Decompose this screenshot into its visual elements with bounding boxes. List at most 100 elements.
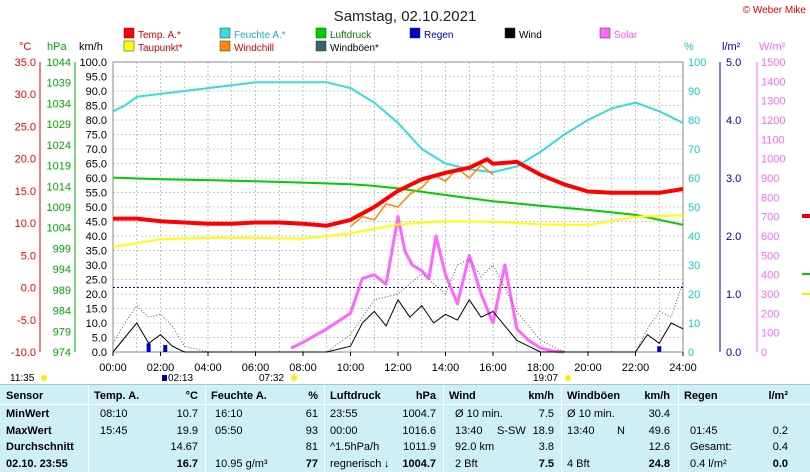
series-line-wind <box>112 299 684 353</box>
boen-value: 24.8 <box>648 457 670 470</box>
pct-tick: 60 <box>688 173 700 185</box>
boen-time: 13:40 <box>567 424 595 437</box>
col-divider <box>324 385 325 472</box>
hpa-unit: hPa <box>47 41 67 53</box>
hpa-tick: 1034 <box>47 98 71 110</box>
solar-tick: 600 <box>761 231 779 243</box>
kmh-tick: 35.0 <box>86 246 107 258</box>
hpa-tick: 1024 <box>47 140 71 152</box>
wind-direction: S-SW <box>497 424 526 437</box>
temp-value: 10.7 <box>176 408 198 420</box>
x-tick-label: 22:00 <box>622 362 650 374</box>
feuchte-time: 05:50 <box>215 424 243 437</box>
moonrise-time: 11:35 <box>10 373 35 384</box>
temp-tick: 15.0 <box>15 186 36 198</box>
hpa-tick: 1019 <box>47 161 71 173</box>
x-tick-label: 06:00 <box>242 362 270 374</box>
row-label: 02.10. 23:55 <box>6 457 68 470</box>
legend: Temp. A.* Feuchte A.* Luftdruck Regen Wind So… <box>123 27 638 54</box>
legend-swatch <box>219 40 231 52</box>
temp-value: 14.67 <box>170 441 198 453</box>
hpa-tick: 1039 <box>47 78 71 90</box>
credit-text: © Weber Mike <box>743 5 807 16</box>
rain-unit: l/m² <box>722 41 741 53</box>
legend-swatch <box>219 27 231 39</box>
wind-value: 7.5 <box>538 408 554 420</box>
temp-tick: 10.0 <box>15 218 36 230</box>
series-line-feuchtea <box>112 81 684 174</box>
wind-value: 18.9 <box>532 424 554 437</box>
x-tick-label: 16:00 <box>479 362 507 374</box>
rain-bar <box>657 346 662 352</box>
pct-tick: 0 <box>688 347 694 359</box>
kmh-tick: 30.0 <box>86 260 107 272</box>
x-tick-label: 04:00 <box>194 362 222 374</box>
kmh-tick: 45.0 <box>86 217 107 229</box>
header-regen: Regen <box>684 390 718 402</box>
x-tick-label: 18:00 <box>527 362 555 374</box>
sunset-icon <box>565 375 571 381</box>
kmh-tick: 25.0 <box>86 275 107 287</box>
right-cutoff-marks <box>802 214 810 295</box>
legend-swatch <box>315 40 327 52</box>
kmh-tick: 75.0 <box>86 130 107 142</box>
boen-time: 4 Bft <box>567 457 590 470</box>
sunrise-time: 07:32 <box>259 373 284 384</box>
hpa-tick: 1029 <box>47 119 71 131</box>
feuchte-value: 93 <box>305 424 318 437</box>
stats-table: Sensor Temp. A. °C Feuchte A.% Luftdruck hPa W… <box>0 384 810 472</box>
col-divider <box>205 385 206 472</box>
kmh-tick: 10.0 <box>86 318 107 330</box>
rain-bar <box>146 343 151 352</box>
legend-label: Feuchte A.* <box>234 30 286 41</box>
x-tick-label: 20:00 <box>574 362 602 374</box>
pct-tick: 90 <box>688 86 700 98</box>
kmh-tick: 90.0 <box>86 86 107 98</box>
kmh-tick: 5.0 <box>92 333 107 345</box>
legend-label: Taupunkt* <box>138 43 183 54</box>
temp-tick: 5.0 <box>21 250 36 262</box>
temp-time: 08:10 <box>100 408 128 420</box>
solar-tick: 1000 <box>761 154 785 166</box>
regen-time: 0.4 l/m² <box>690 457 727 470</box>
sunrise-icon <box>291 375 297 381</box>
pct-tick: 50 <box>688 202 700 214</box>
druck-value: 1011.9 <box>403 441 436 453</box>
solar-tick: 100 <box>761 328 779 340</box>
solar-tick: 400 <box>761 270 779 282</box>
chart-title: Samstag, 02.10.2021 <box>334 8 477 25</box>
pct-tick: 20 <box>688 289 700 301</box>
temp-tick: 30.0 <box>15 89 36 101</box>
cutoff-temp <box>802 214 810 218</box>
wind-time: Ø 10 min. <box>455 408 503 420</box>
regen-time: 01:45 <box>690 424 718 437</box>
legend-label: Windchill <box>234 43 274 54</box>
kmh-tick: 20.0 <box>86 289 107 301</box>
pressure-trend-icon: ↓ <box>384 457 390 470</box>
solar-tick: 1500 <box>761 57 785 69</box>
x-tick-label: 00:00 <box>99 362 127 374</box>
row-label: MinWert <box>6 408 50 420</box>
series-line-solar <box>290 215 565 354</box>
x-tick-label: 14:00 <box>432 362 460 374</box>
row-label: MaxWert <box>6 424 52 437</box>
header-druck: Luftdruck <box>330 390 381 402</box>
x-tick-label: 10:00 <box>337 362 365 374</box>
feuchte-time: 10.95 g/m³ <box>215 457 268 470</box>
axes: 35.0 30.0 25.0 20.0 15.0 10.0 5.0 0.0 -5.0 -10.0 1… <box>11 57 786 359</box>
col-divider <box>88 385 89 472</box>
header-wind-unit: km/h <box>528 390 554 402</box>
header-sensor: Sensor <box>6 390 44 402</box>
rain-tick: 1.0 <box>726 289 741 301</box>
legend-swatch <box>409 27 421 39</box>
hpa-tick: 994 <box>53 264 71 276</box>
druck-time: 23:55 <box>330 408 358 420</box>
temp-tick: 20.0 <box>15 154 36 166</box>
feuchte-time: 16:10 <box>215 408 243 420</box>
rain-tick: 0.0 <box>726 347 741 359</box>
legend-label: Solar <box>614 30 638 41</box>
pct-unit: % <box>684 41 694 53</box>
header-druck-unit: hPa <box>415 390 436 402</box>
series-group <box>112 81 684 354</box>
rain-tick: 4.0 <box>726 115 741 127</box>
